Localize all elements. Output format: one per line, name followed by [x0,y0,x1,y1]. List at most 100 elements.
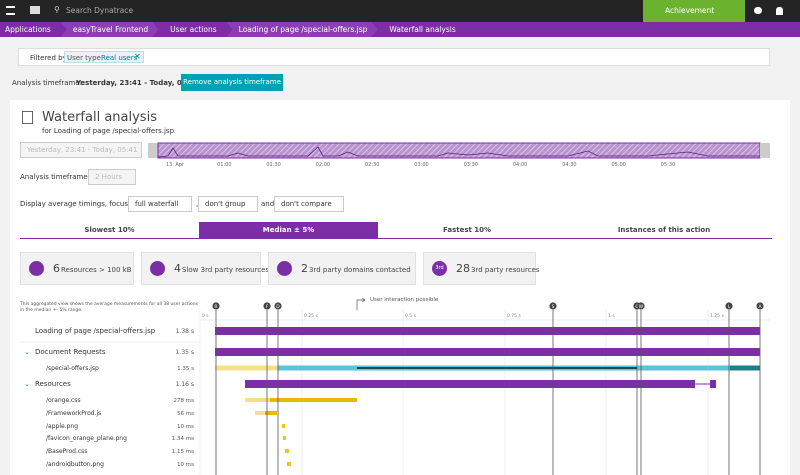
card-count: 28 [456,262,470,275]
timing-marker-label: C [635,304,638,310]
row-name: /FrameworkProd.js [46,410,101,417]
range-label: 05:00 [611,162,625,168]
range-label: 03:30 [464,162,478,168]
timing-marker [212,302,220,310]
waterfall: 0 s 0.25 s 0.5 s 0.75 s 1 s 1.25 s Loading of … [20,297,770,475]
row-name: Document Requests [35,348,106,356]
analysis-selector: 2 Hours [88,169,136,185]
insight-card[interactable]: 6 Resources > 100 kB [20,252,134,285]
row-name: /orange.css [46,397,81,404]
timing-marker-label: F [266,304,269,310]
insight-card[interactable]: 4 Slow 3rd party resources [141,252,269,285]
menu-icon[interactable] [6,6,15,15]
row-time: 56 ms [177,411,194,417]
page-title: Waterfall analysis [42,110,157,125]
breadcrumbs: Applications easyTravel Frontend User acti… [0,22,466,37]
interaction-label: User interaction possible [370,297,439,303]
axis-label: 0.25 s [304,313,318,319]
insight-card[interactable]: 3rd 28 3rd party resources [423,252,540,285]
range-label: 03:00 [414,162,428,168]
timing-marker [549,302,557,310]
screen-icon[interactable] [30,6,40,14]
card-label: 3rd party domains contacted [309,266,411,274]
row-name: Resources [35,380,71,388]
remove-timeframe-button[interactable]: Remove analysis timeframe [181,74,283,91]
row-name: /favicon_orange_plane.png [46,435,127,442]
tab[interactable]: Median ± 5% [199,222,378,238]
user-icon[interactable] [776,7,783,15]
waterfall-bar [215,348,760,356]
card-icon [277,261,292,276]
note: This aggregated view shows the average m… [20,302,198,313]
main-card [10,100,790,475]
row-time: 1.35 s [176,349,194,356]
breadcrumb[interactable]: Waterfall analysis [377,22,465,37]
card-count: 6 [53,262,60,275]
axis-label: 0 s [202,313,209,319]
tabs: Slowest 10% Median ± 5% Fastest 10% Instanc… [20,222,772,239]
tab[interactable]: Fastest 10% [442,226,492,234]
filter-chip[interactable] [64,51,144,63]
waterfall-bar [695,383,710,385]
timing-marker-label: W [639,304,644,310]
card-label: Slow 3rd party resources [182,266,270,274]
timing-marker-label: D [276,304,280,310]
range-label: 04:30 [562,162,576,168]
top-bar [0,0,800,22]
card-count: 4 [174,262,181,275]
page-icon [22,111,33,124]
range-right-handle[interactable] [760,143,770,158]
waterfall-bar [245,398,270,402]
card-count: 2 [301,262,308,275]
row-time: 10 ms [177,424,194,430]
row-name: /special-offers.jsp [46,365,99,372]
waterfall-bar [265,411,277,415]
waterfall-bar [282,424,285,428]
search-box[interactable]: Search Dynatrace [66,6,134,15]
row-name: /BaseProd.css [46,448,87,455]
achievement-badge[interactable]: Achievement unlocked! [643,0,745,37]
range-label: 13. Apr [166,162,185,168]
timing-marker [756,302,764,310]
timing-marker-label: A [758,304,762,310]
chat-icon[interactable] [754,7,762,14]
waterfall-bar [283,436,286,440]
tab[interactable]: Instances of this action [617,226,711,234]
waterfall-bar [730,365,760,371]
tab[interactable]: Slowest 10% [84,226,135,234]
card-icon [29,261,44,276]
range-label: 04:00 [513,162,527,168]
expand-chevron: ⌄ [24,380,30,388]
focus-dropdown[interactable]: full waterfall [128,196,192,212]
range-left-handle[interactable] [148,143,158,158]
range-label: 02:00 [316,162,330,168]
axis-label: 0.75 s [507,313,521,319]
row-time: 10 ms [177,462,194,468]
row-name: /apple.png [46,423,78,430]
row-time: 1.15 ms [172,449,194,455]
timing-marker [725,302,733,310]
breadcrumb[interactable]: easyTravel Frontend [61,22,158,37]
card-label: Resources > 100 kB [61,266,132,274]
filter-bar[interactable] [18,48,770,66]
breadcrumb[interactable]: Loading of page /special-offers.jsp [227,22,378,37]
compare-dropdown[interactable]: don't compare [274,196,344,212]
filter-remove[interactable]: ✕ [134,52,141,61]
filter-label: Filtered by [30,54,67,62]
insight-card[interactable]: 2 3rd party domains contacted [268,252,416,285]
breadcrumb[interactable]: Applications [0,22,61,37]
expand-chevron: ⌄ [24,348,30,356]
card-icon [150,261,165,276]
breadcrumb[interactable]: User actions [158,22,226,37]
timeframe-selector: Yesterday, 23:41 - Today, 05:41 [20,142,142,158]
group-dropdown[interactable]: don't group [198,196,258,212]
waterfall-bar [215,327,760,335]
timing-marker [263,302,271,310]
filter-key: User type: [67,54,104,62]
card-label: 3rd party resources [471,266,540,274]
waterfall-bar [287,462,291,466]
waterfall-bar [215,365,278,371]
row-time: 1.16 s [176,381,194,388]
range-timeline[interactable]: 13. Apr 01:00 01:30 02:00 02:30 03:00 03:30 04:… [148,142,772,170]
waterfall-bar [710,380,716,388]
